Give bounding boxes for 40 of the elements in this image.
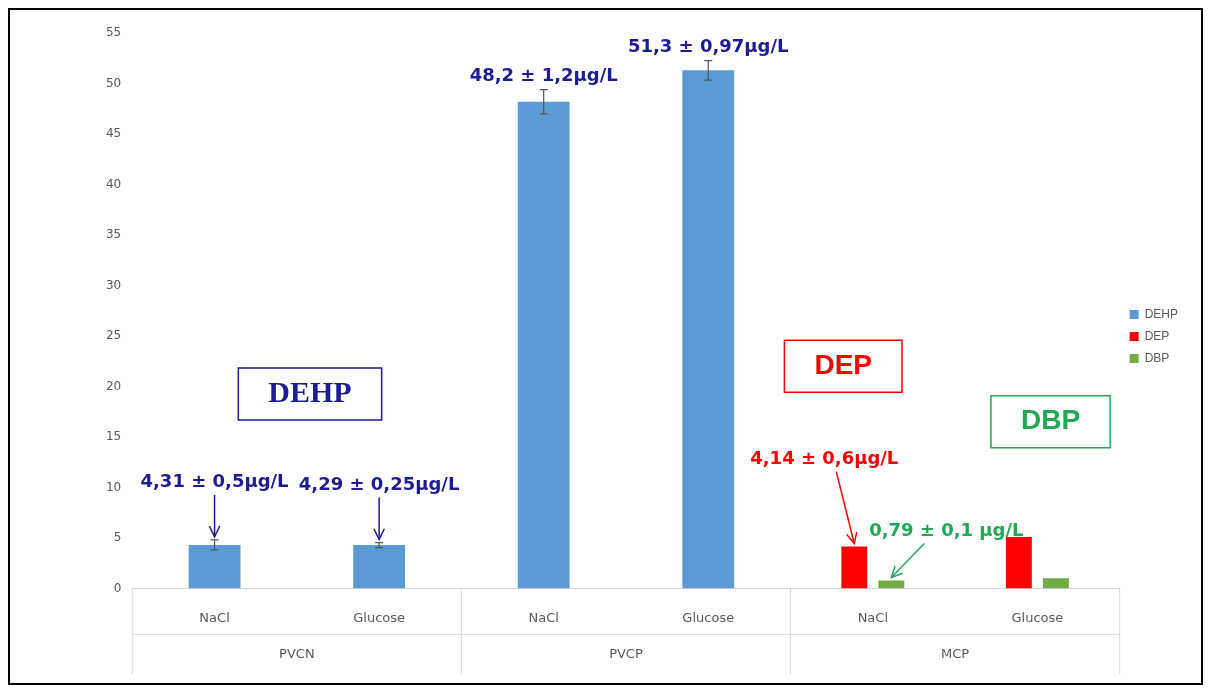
- data-label: 4,14 ± 0,6µg/L: [750, 447, 899, 469]
- y-tick-label: 40: [105, 176, 122, 191]
- annotation: DBP: [1020, 404, 1081, 436]
- y-tick-label: 5: [113, 530, 122, 545]
- bar: [841, 546, 868, 589]
- data-label: 4,31 ± 0,5µg/L: [140, 470, 289, 492]
- y-tick-label: 35: [105, 227, 122, 242]
- text: MCP: [941, 645, 970, 661]
- text: PVCP: [609, 645, 643, 661]
- annotation: DEHP: [268, 374, 352, 408]
- legend-label: DEP: [1144, 328, 1170, 343]
- text: PVCN: [279, 645, 315, 661]
- data-label: 48,2 ± 1,2µg/L: [469, 64, 618, 86]
- y-tick-label: 20: [105, 378, 122, 393]
- legend-label: DEHP: [1144, 306, 1178, 321]
- legend-label: DBP: [1144, 350, 1170, 365]
- annotation: DEP: [814, 348, 872, 380]
- x-tick-label: NaCl: [199, 609, 230, 625]
- x-tick-label: Glucose: [1011, 609, 1064, 625]
- y-tick-label: 30: [105, 277, 122, 292]
- data-label: 4,29 ± 0,25µg/L: [298, 473, 460, 495]
- data-label: 0,79 ± 0,1 µg/L: [869, 519, 1024, 541]
- y-tick-label: 45: [105, 126, 122, 141]
- y-tick-label: 15: [105, 429, 122, 444]
- x-tick-label: NaCl: [528, 609, 559, 625]
- y-tick-label: 0: [113, 580, 122, 595]
- bar: [188, 544, 241, 589]
- x-tick-label: NaCl: [857, 609, 889, 625]
- bar: [353, 545, 406, 589]
- x-tick-label: Glucose: [682, 609, 735, 625]
- data-label: 51,3 ± 0,97µg/L: [627, 35, 789, 57]
- y-tick-label: 25: [105, 328, 122, 343]
- bar: [1042, 578, 1069, 589]
- y-tick-label: 10: [105, 479, 122, 494]
- y-tick-label: 55: [105, 25, 122, 40]
- x-tick-label: Glucose: [353, 609, 406, 625]
- bar: [878, 580, 905, 589]
- bar: [682, 70, 735, 589]
- bar: [517, 101, 570, 589]
- y-tick-label: 50: [105, 75, 122, 90]
